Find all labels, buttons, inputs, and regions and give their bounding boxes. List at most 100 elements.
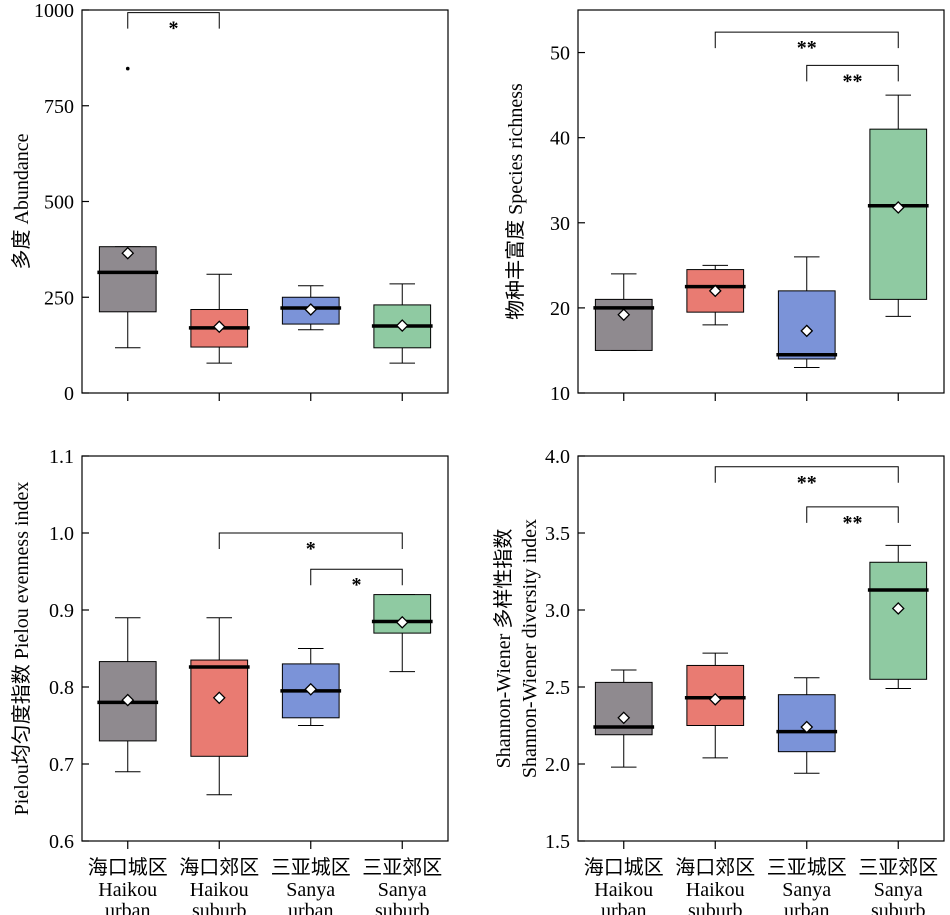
box-3 [776,677,838,774]
category-label-en-sub: suburb [375,900,429,915]
category-label-cn: 三亚郊区 [858,856,938,879]
mean-marker [891,201,905,214]
y-tick-label: 1.1 [49,446,74,468]
mean-marker [121,246,135,260]
plot-frame [81,455,449,842]
y-tick-label: 3.0 [545,600,570,622]
box-2 [188,273,250,364]
mean-marker [304,303,318,316]
significance-bracket [127,12,220,29]
category-label-cn: 三亚城区 [767,856,847,879]
y-tick-label: 250 [44,287,74,309]
y-tick-label: 0.9 [49,600,74,622]
category-label-en: Haikou [594,879,653,901]
y-tick-label: 3.5 [545,523,570,545]
y-tick-label: 50 [550,43,570,65]
significance-bracket [806,506,899,523]
chart-panel-4: 1.5 2.0 2.5 3.0 3.5 4.0 Shannon-Wiener 多样性指数 Sh… [492,446,945,915]
y-tick-label: 0.8 [49,677,74,699]
category-label-en: Sanya [782,879,831,901]
mean-marker [121,693,135,707]
y-tick-label: 1.0 [49,523,74,545]
category-label-en-sub: urban [601,900,647,915]
significance-label: * [169,18,179,40]
category-label-en-sub: urban [105,900,151,915]
mean-marker [891,602,905,615]
mean-marker [800,720,814,734]
category-label-en-sub: suburb [688,900,742,915]
significance-label: ** [843,512,863,534]
box-iqr [190,659,249,757]
category-label-en: Haikou [686,879,745,901]
box-2 [684,264,746,326]
plot-frame [577,455,945,842]
category-label-cn: 海口郊区 [179,856,259,879]
box-3 [776,256,838,368]
y-axis-label: 物种丰富度 Species richness [504,83,527,320]
y-axis-label: Pielou均匀度指数 Pielou evenness index [10,482,33,816]
category-label-cn: 三亚城区 [271,856,351,879]
significance-label: * [306,538,316,560]
mean-marker [212,691,226,705]
category-label-cn: 海口城区 [88,856,168,879]
category-label-en-sub: urban [288,900,334,915]
y-axis-label: 多度 Abundance [10,133,33,269]
significance-label: ** [843,70,863,92]
box-1 [97,66,159,349]
significance-label: ** [797,37,817,59]
outlier-point [125,66,130,71]
category-label-en: Haikou [190,879,249,901]
mean-marker [617,711,631,725]
box-iqr [869,561,928,680]
significance-label: ** [797,472,817,494]
box-4 [867,544,929,690]
category-label-en-sub: urban [784,900,830,915]
y-tick-label: 20 [550,298,570,320]
significance-label: * [352,574,362,596]
mean-marker [395,615,409,629]
y-tick-label: 750 [44,96,74,118]
y-tick-label: 0.6 [49,831,74,853]
category-label-en-sub: suburb [871,900,925,915]
box-1 [593,669,655,768]
significance-bracket [714,31,899,49]
mean-marker [708,284,722,298]
chart-panel-1: 0 250 500 750 1000 多度 Abundance * [10,0,449,405]
significance-bracket [310,568,403,586]
box-4 [371,594,433,673]
category-label-en: Sanya [874,879,923,901]
y-tick-label: 40 [550,128,570,150]
category-label-en-sub: suburb [192,900,246,915]
mean-marker [395,319,409,333]
significance-bracket [218,532,403,549]
box-4 [867,94,929,317]
y-tick-label: 2.5 [545,677,570,699]
category-label-en: Sanya [286,879,335,901]
category-label-cn: 海口郊区 [675,856,755,879]
box-1 [593,273,655,351]
category-label-en: Haikou [98,879,157,901]
y-tick-label: 1000 [34,0,74,22]
y-tick-label: 1.5 [545,831,570,853]
mean-marker [304,682,318,696]
box-2 [188,617,250,796]
mean-marker [617,308,631,322]
chart-panel-3: 0.6 0.7 0.8 0.9 1.0 1.1 Pielou均匀度指数 Pielou eve… [10,446,449,915]
y-tick-label: 4.0 [545,446,570,468]
box-iqr [373,594,432,634]
category-label-cn: 海口城区 [584,856,664,879]
y-tick-label: 0 [64,383,74,405]
y-axis-label: Shannon-Wiener 多样性指数 [492,529,515,769]
y-axis-label: Shannon-Wiener diversity index [519,519,541,778]
y-tick-label: 0.7 [49,754,74,776]
mean-marker [708,692,722,706]
category-label-cn: 三亚郊区 [362,856,442,879]
mean-marker [212,320,226,334]
box-3 [280,648,342,726]
significance-bracket [806,64,899,82]
box-1 [97,617,159,773]
box-4 [371,283,433,364]
category-label-en: Sanya [378,879,427,901]
chart-panel-2: 10 20 30 40 50 物种丰富度 Species richness ** ** [504,9,945,405]
